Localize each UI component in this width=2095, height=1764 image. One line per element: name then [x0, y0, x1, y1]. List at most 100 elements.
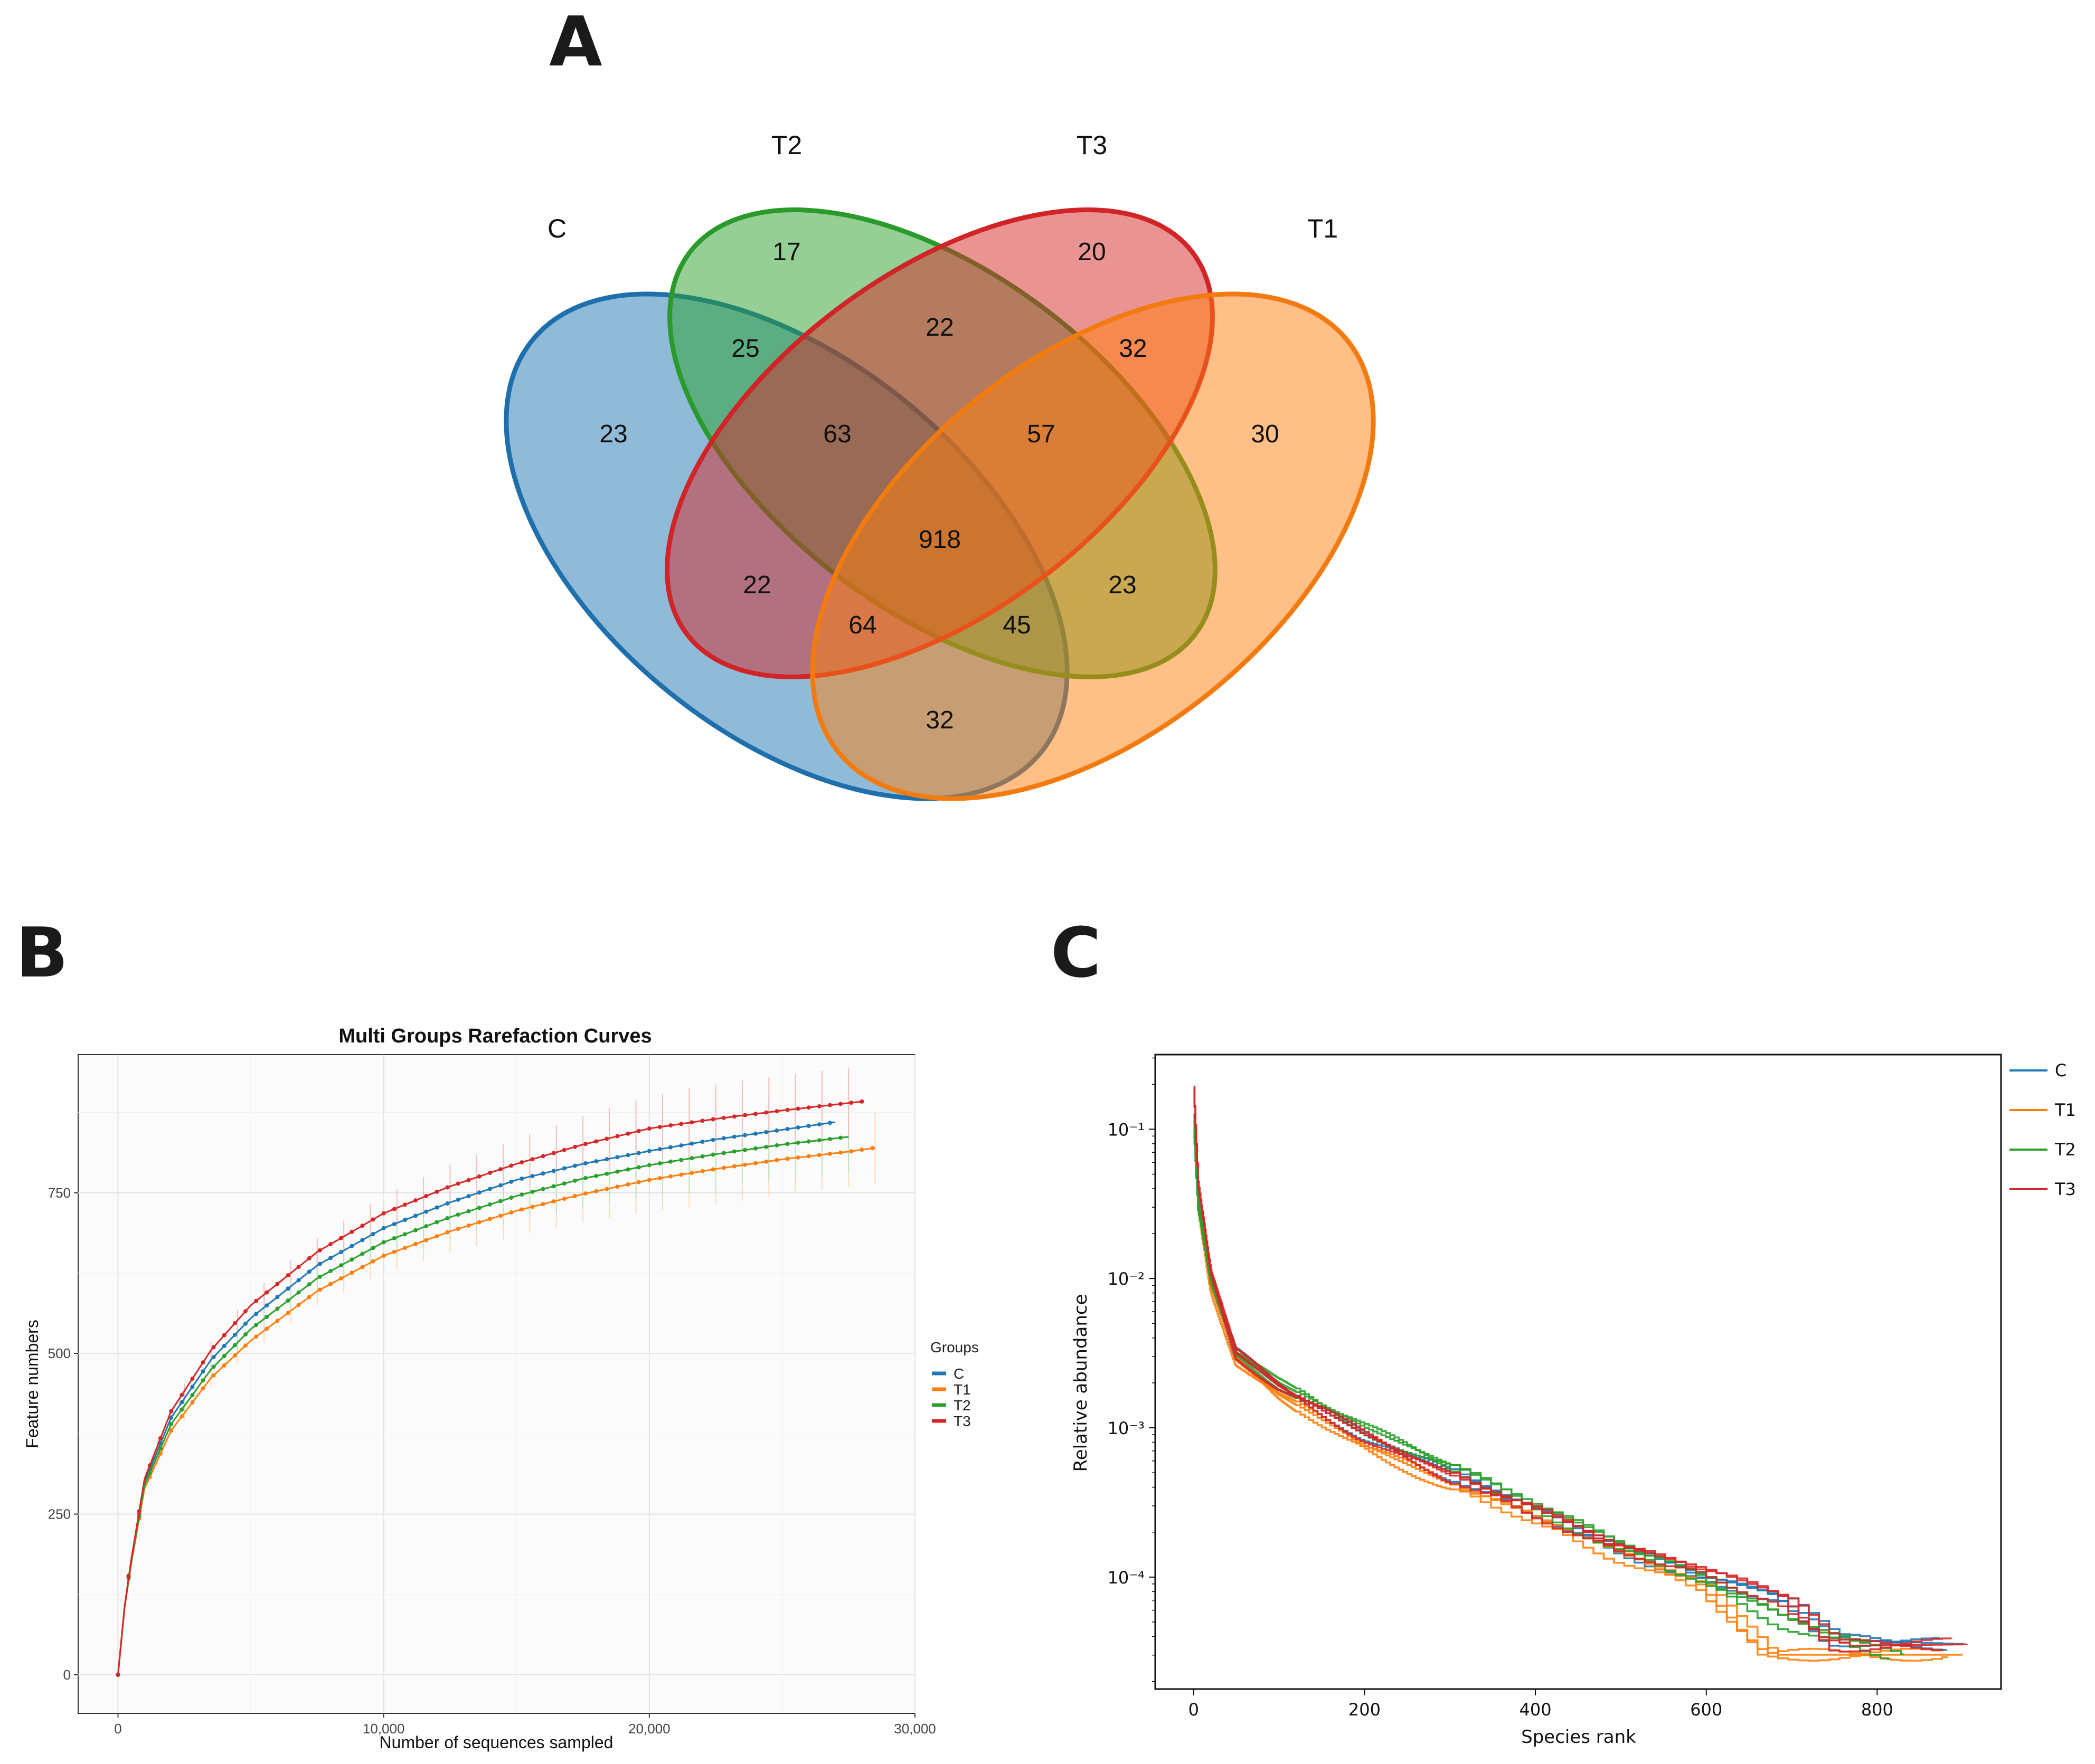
- chart-b-point-c: [679, 1143, 684, 1148]
- chart-b-point-c: [806, 1124, 811, 1128]
- chart-b-point-t1: [180, 1414, 184, 1419]
- venn-label-t1: T1: [1307, 214, 1338, 243]
- chart-b-point-t3: [551, 1151, 556, 1155]
- chart-b-point-t1: [265, 1326, 269, 1331]
- chart-c-ytick-label: 10⁻²: [1108, 1269, 1145, 1289]
- chart-b-point-t1: [870, 1146, 875, 1151]
- chart-b-point-c: [636, 1151, 641, 1155]
- chart-b-point-t3: [328, 1242, 333, 1247]
- chart-b-point-t1: [371, 1259, 375, 1264]
- chart-b-point-t3: [190, 1377, 195, 1381]
- chart-b-point-t3: [424, 1194, 429, 1199]
- chart-b-point-c: [307, 1269, 312, 1274]
- chart-b-point-t1: [520, 1207, 524, 1212]
- chart-b-point-t1: [806, 1154, 811, 1159]
- venn-label-t3: T3: [1077, 130, 1107, 160]
- chart-b-point-t1: [339, 1276, 344, 1281]
- chart-b-point-t1: [392, 1249, 397, 1254]
- chart-b-point-t3: [806, 1105, 811, 1110]
- chart-b-point-t2: [530, 1189, 535, 1194]
- chart-b-point-c: [371, 1232, 375, 1237]
- chart-b-point-t1: [785, 1156, 790, 1161]
- chart-b-point-c: [647, 1149, 652, 1153]
- chart-b-point-t1: [201, 1386, 205, 1391]
- venn-count-t3-only: 20: [1078, 238, 1106, 266]
- chart-b-point-t2: [402, 1232, 407, 1237]
- chart-b-xtick-label: 30,000: [894, 1721, 936, 1737]
- chart-b-point-t3: [211, 1345, 216, 1350]
- chart-b-point-t3: [849, 1101, 854, 1105]
- chart-b-point-t2: [190, 1392, 195, 1397]
- chart-b-point-t3: [860, 1099, 864, 1104]
- chart-c-ylabel: Relative abundance: [1070, 1294, 1091, 1472]
- venn-count-c-t2-t3: 63: [823, 420, 851, 448]
- chart-b-point-t3: [498, 1167, 503, 1172]
- chart-b-point-t3: [158, 1436, 163, 1440]
- chart-b-point-t3: [594, 1139, 599, 1144]
- chart-b-point-t3: [265, 1290, 269, 1295]
- chart-b-point-t2: [211, 1364, 216, 1369]
- chart-b-point-t1: [668, 1174, 673, 1179]
- chart-b-point-t1: [626, 1182, 630, 1187]
- chart-b-point-c: [169, 1415, 174, 1420]
- chart-b-point-t3: [827, 1103, 832, 1107]
- chart-b-point-t1: [307, 1295, 312, 1300]
- chart-b-point-t1: [317, 1287, 322, 1292]
- chart-b-point-t2: [381, 1240, 386, 1245]
- chart-b-point-c: [775, 1128, 779, 1133]
- chart-b-point-t3: [371, 1217, 375, 1222]
- panel-letter-a: A: [549, 2, 602, 82]
- chart-b-point-t2: [232, 1343, 237, 1348]
- chart-b-point-t2: [158, 1446, 163, 1451]
- chart-b-point-t3: [339, 1236, 344, 1240]
- chart-b-point-t2: [222, 1354, 227, 1359]
- chart-b-xtick-label: 0: [114, 1721, 121, 1737]
- chart-b-point-t3: [817, 1104, 822, 1108]
- chart-b-point-t1: [232, 1353, 237, 1358]
- venn-count-c-t3: 22: [743, 571, 771, 599]
- chart-b-point-t2: [201, 1378, 205, 1383]
- chart-b-point-t3: [137, 1509, 141, 1513]
- venn-count-t2-t3-t1: 57: [1027, 420, 1055, 448]
- chart-b-point-t1: [296, 1303, 301, 1307]
- chart-b-point-t1: [849, 1149, 854, 1154]
- chart-c-xtick-label: 200: [1348, 1700, 1381, 1720]
- chart-b-point-c: [562, 1166, 567, 1171]
- chart-b-point-c: [572, 1163, 577, 1168]
- chart-b-point-t3: [721, 1115, 726, 1120]
- chart-b-point-t2: [668, 1159, 673, 1164]
- chart-b-point-t2: [742, 1147, 747, 1152]
- chart-b-point-c: [180, 1400, 184, 1405]
- chart-b-point-c: [445, 1201, 450, 1206]
- chart-b-point-t2: [498, 1199, 503, 1203]
- chart-b-point-t3: [169, 1409, 174, 1414]
- chart-b-point-t2: [711, 1152, 715, 1157]
- chart-b-point-t3: [700, 1118, 705, 1123]
- chart-b-point-c: [711, 1137, 715, 1142]
- chart-b-point-t2: [317, 1274, 322, 1279]
- chart-b-plot-area: [78, 1054, 916, 1714]
- chart-b-point-c: [594, 1159, 599, 1164]
- chart-b-point-t1: [190, 1400, 195, 1405]
- chart-b-point-t2: [424, 1224, 429, 1229]
- chart-b-point-c: [413, 1213, 418, 1218]
- chart-b-point-t3: [572, 1144, 577, 1149]
- chart-b-point-t2: [509, 1196, 514, 1200]
- chart-b-point-t2: [764, 1144, 769, 1149]
- chart-b-point-c: [201, 1369, 205, 1374]
- chart-b-point-c: [732, 1134, 737, 1139]
- chart-b-point-c: [360, 1238, 365, 1243]
- chart-b-point-t3: [254, 1298, 259, 1303]
- chart-b-point-t1: [551, 1199, 556, 1204]
- chart-b-point-c: [232, 1332, 237, 1337]
- chart-b-point-c: [498, 1183, 503, 1188]
- rarefaction-chart: Multi Groups Rarefaction Curves 0 10,000 2…: [23, 1025, 979, 1752]
- chart-b-point-t3: [509, 1163, 514, 1168]
- chart-b-point-t2: [817, 1138, 822, 1143]
- chart-b-point-c: [785, 1126, 790, 1131]
- chart-b-point-c: [350, 1244, 354, 1248]
- chart-b-point-t2: [626, 1167, 630, 1172]
- chart-b-point-c: [456, 1197, 460, 1202]
- chart-b-point-t2: [690, 1156, 694, 1161]
- chart-b-series-line-c: [117, 1121, 836, 1675]
